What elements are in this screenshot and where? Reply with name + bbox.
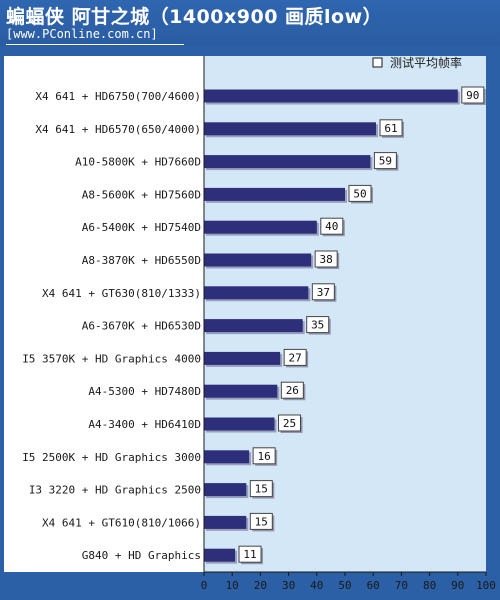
bar bbox=[204, 319, 303, 333]
x-tick-label: 50 bbox=[338, 579, 351, 592]
legend: 测试平均帧率 bbox=[372, 55, 462, 70]
x-tick-label: 40 bbox=[310, 579, 323, 592]
category-label: I5 2500K + HD Graphics 3000 bbox=[22, 451, 201, 464]
value-box bbox=[249, 512, 273, 530]
category-label: I3 3220 + HD Graphics 2500 bbox=[29, 484, 201, 497]
bar bbox=[204, 515, 247, 529]
data-label: 11 bbox=[243, 548, 256, 561]
data-label: 38 bbox=[320, 253, 333, 266]
x-tick-label: 80 bbox=[423, 579, 436, 592]
data-label: 59 bbox=[379, 155, 392, 168]
category-label: A4-3400 + HD6410D bbox=[88, 418, 201, 431]
x-tick-label: 60 bbox=[367, 579, 380, 592]
x-tick-label: 100 bbox=[476, 579, 496, 592]
category-label: A8-3870K + HD6550D bbox=[82, 254, 201, 267]
legend-swatch bbox=[372, 57, 383, 68]
bar bbox=[204, 286, 309, 300]
value-box bbox=[249, 480, 273, 498]
bar bbox=[204, 122, 377, 136]
data-label: 27 bbox=[289, 351, 302, 364]
bar bbox=[204, 220, 317, 234]
category-label: I5 3570K + HD Graphics 4000 bbox=[22, 352, 201, 365]
bar bbox=[204, 483, 247, 497]
label-panel bbox=[4, 56, 204, 572]
data-label: 15 bbox=[255, 515, 268, 528]
data-label: 50 bbox=[353, 187, 366, 200]
data-label: 15 bbox=[255, 483, 268, 496]
data-label: 25 bbox=[283, 417, 296, 430]
bar bbox=[204, 155, 371, 169]
data-label: 90 bbox=[466, 89, 479, 102]
value-box bbox=[238, 545, 262, 563]
bar bbox=[204, 351, 281, 365]
value-box bbox=[461, 86, 485, 104]
bar bbox=[204, 450, 250, 464]
category-label: A6-3670K + HD6530D bbox=[82, 320, 201, 333]
value-box bbox=[314, 250, 338, 268]
category-label: A10-5800K + HD7660D bbox=[75, 156, 201, 169]
category-label: X4 641 + GT630(810/1333) bbox=[42, 287, 201, 300]
data-label: 35 bbox=[311, 319, 324, 332]
x-tick-label: 20 bbox=[254, 579, 267, 592]
bar-group: X4 641 + HD6750(700/4600) 90 X4 641 + HD65… bbox=[22, 86, 486, 565]
value-box bbox=[252, 447, 276, 465]
value-box bbox=[373, 152, 397, 170]
bar bbox=[204, 417, 275, 431]
x-tick-label: 90 bbox=[451, 579, 464, 592]
bar bbox=[204, 187, 345, 201]
category-label: X4 641 + GT610(810/1066) bbox=[42, 516, 201, 529]
legend-label: 测试平均帧率 bbox=[390, 55, 462, 70]
bar bbox=[204, 89, 458, 103]
x-tick-label: 0 bbox=[201, 579, 208, 592]
subtitle-underline bbox=[6, 44, 184, 45]
value-box bbox=[311, 283, 335, 301]
x-tick-label: 10 bbox=[226, 579, 239, 592]
value-box bbox=[283, 348, 307, 366]
value-box bbox=[379, 119, 403, 137]
data-label: 26 bbox=[286, 384, 299, 397]
category-label: A8-5600K + HD7560D bbox=[82, 188, 201, 201]
chart-header: 蝙蝠侠 阿甘之城（1400x900 画质low） [www.PConline.c… bbox=[0, 0, 500, 46]
value-box bbox=[348, 184, 372, 202]
category-label: X4 641 + HD6750(700/4600) bbox=[35, 90, 201, 103]
bar bbox=[204, 253, 312, 267]
data-label: 61 bbox=[384, 122, 397, 135]
data-label: 40 bbox=[325, 220, 338, 233]
x-tick-label: 30 bbox=[282, 579, 295, 592]
x-tick-label: 70 bbox=[395, 579, 408, 592]
source-url: [www.PConline.com.cn] bbox=[6, 27, 158, 41]
x-axis: 0 10 20 30 40 50 60 70 80 90 100 bbox=[201, 56, 496, 592]
category-label: X4 641 + HD6570(650/4000) bbox=[35, 123, 201, 136]
value-box bbox=[280, 381, 304, 399]
bar bbox=[204, 384, 278, 398]
category-label: G840 + HD Graphics bbox=[82, 549, 201, 562]
chart-title: 蝙蝠侠 阿甘之城（1400x900 画质low） bbox=[6, 6, 383, 28]
value-box bbox=[320, 217, 344, 235]
data-label: 16 bbox=[257, 450, 270, 463]
category-label: A6-5400K + HD7540D bbox=[82, 221, 201, 234]
data-label: 37 bbox=[317, 286, 330, 299]
value-box bbox=[306, 316, 330, 334]
category-label: A4-5300 + HD7480D bbox=[88, 385, 201, 398]
value-box bbox=[278, 414, 301, 432]
bar bbox=[204, 548, 236, 562]
